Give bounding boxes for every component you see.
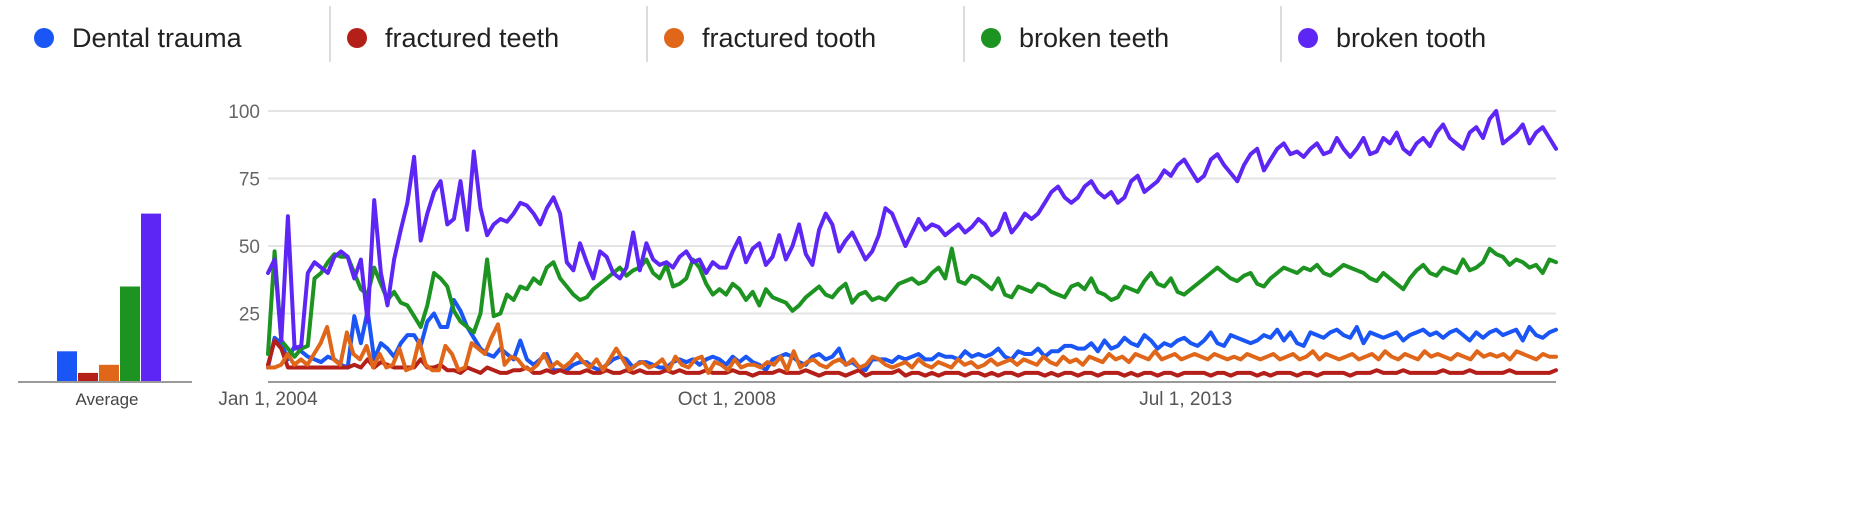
x-tick-label: Jul 1, 2013 <box>1139 389 1232 410</box>
legend-item-dental-trauma[interactable]: Dental trauma <box>34 14 242 62</box>
legend-divider <box>1280 6 1282 62</box>
average-bar <box>78 372 98 381</box>
legend: Dental trauma fractured teeth fractured … <box>0 0 1856 76</box>
legend-dot-icon <box>34 28 54 48</box>
legend-item-broken-tooth[interactable]: broken tooth <box>1298 14 1486 62</box>
legend-dot-icon <box>981 28 1001 48</box>
average-bar-chart: Average <box>18 213 192 409</box>
average-bar <box>141 213 161 381</box>
legend-label: fractured teeth <box>385 22 560 53</box>
legend-divider <box>329 6 331 62</box>
average-bar <box>57 351 77 381</box>
average-label: Average <box>75 390 138 409</box>
x-tick-label: Oct 1, 2008 <box>678 389 776 410</box>
legend-divider <box>963 6 965 62</box>
series-line-fractured-teeth <box>266 338 1558 378</box>
series-line-broken-tooth <box>266 109 1558 351</box>
legend-dot-icon <box>1298 28 1318 48</box>
legend-item-fractured-teeth[interactable]: fractured teeth <box>347 14 559 62</box>
legend-divider <box>646 6 648 62</box>
legend-dot-icon <box>347 28 367 48</box>
y-tick-label: 25 <box>239 305 260 326</box>
legend-label: broken tooth <box>1336 22 1487 53</box>
y-tick-label: 75 <box>239 170 260 191</box>
series-line-fractured-tooth <box>266 322 1558 375</box>
legend-label: fractured tooth <box>702 22 877 53</box>
legend-label: Dental trauma <box>72 22 242 53</box>
y-tick-label: 50 <box>239 237 260 258</box>
average-bar <box>120 286 140 381</box>
legend-item-broken-teeth[interactable]: broken teeth <box>981 14 1169 62</box>
x-tick-label: Jan 1, 2004 <box>218 389 318 410</box>
legend-label: broken teeth <box>1019 22 1170 53</box>
y-tick-label: 100 <box>228 102 260 123</box>
legend-dot-icon <box>664 28 684 48</box>
series-line-broken-teeth <box>266 246 1558 359</box>
legend-item-fractured-tooth[interactable]: fractured tooth <box>664 14 876 62</box>
interest-over-time-chart: 25 50 75 100 Jan 1, 2004 Oct 1, 2008 Jul 1, 20… <box>218 102 1558 410</box>
average-bar <box>99 364 119 381</box>
